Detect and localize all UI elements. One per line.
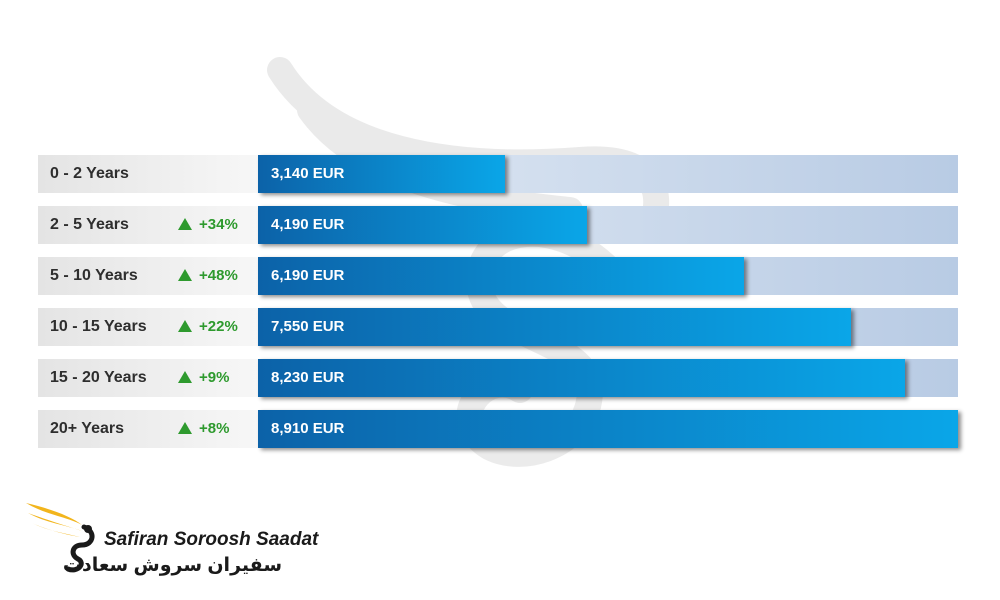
category-label: 0 - 2 Years xyxy=(50,165,129,182)
category-cell: 5 - 10 Years +48% xyxy=(38,257,258,295)
value-label: 8,910 EUR xyxy=(271,420,345,437)
change-indicator: +48% xyxy=(178,257,238,295)
change-percent: +22% xyxy=(199,318,238,335)
bar-row: 5 - 10 Years +48% 6,190 EUR xyxy=(38,257,958,295)
brand-name-fa: سفیران سروش سعادت xyxy=(62,555,282,576)
bar: 8,910 EUR xyxy=(258,410,958,448)
change-indicator: +22% xyxy=(178,308,238,346)
bar-track: 8,230 EUR xyxy=(258,359,958,397)
brand-logo: Safiran Soroosh Saadat سفیران سروش سعادت xyxy=(22,497,318,587)
bar: 3,140 EUR xyxy=(258,155,505,193)
category-cell: 10 - 15 Years +22% xyxy=(38,308,258,346)
change-percent: +34% xyxy=(199,216,238,233)
golden-swan-logo-icon xyxy=(26,503,95,573)
up-triangle-icon xyxy=(178,218,192,230)
bar-track: 4,190 EUR xyxy=(258,206,958,244)
up-triangle-icon xyxy=(178,269,192,281)
bar-track: 8,910 EUR xyxy=(258,410,958,448)
category-cell: 2 - 5 Years +34% xyxy=(38,206,258,244)
bar-track: 7,550 EUR xyxy=(258,308,958,346)
change-percent: +8% xyxy=(199,420,230,437)
category-label: 15 - 20 Years xyxy=(50,369,147,386)
category-label: 2 - 5 Years xyxy=(50,216,129,233)
value-label: 4,190 EUR xyxy=(271,216,345,233)
up-triangle-icon xyxy=(178,422,192,434)
up-triangle-icon xyxy=(178,320,192,332)
bar-row: 20+ Years +8% 8,910 EUR xyxy=(38,410,958,448)
value-label: 6,190 EUR xyxy=(271,267,345,284)
brand-name-en: Safiran Soroosh Saadat xyxy=(104,529,319,550)
bar-row: 10 - 15 Years +22% 7,550 EUR xyxy=(38,308,958,346)
change-indicator: +8% xyxy=(178,410,229,448)
change-percent: +48% xyxy=(199,267,238,284)
bar-track: 6,190 EUR xyxy=(258,257,958,295)
up-triangle-icon xyxy=(178,371,192,383)
category-cell: 15 - 20 Years +9% xyxy=(38,359,258,397)
category-label: 20+ Years xyxy=(50,420,125,437)
category-cell: 0 - 2 Years xyxy=(38,155,258,193)
bar: 4,190 EUR xyxy=(258,206,587,244)
category-label: 5 - 10 Years xyxy=(50,267,138,284)
category-cell: 20+ Years +8% xyxy=(38,410,258,448)
bar-row: 0 - 2 Years 3,140 EUR xyxy=(38,155,958,193)
bar: 8,230 EUR xyxy=(258,359,905,397)
change-indicator: +9% xyxy=(178,359,229,397)
category-label: 10 - 15 Years xyxy=(50,318,147,335)
value-label: 8,230 EUR xyxy=(271,369,345,386)
bar: 7,550 EUR xyxy=(258,308,851,346)
change-percent: +9% xyxy=(199,369,230,386)
bar-track: 3,140 EUR xyxy=(258,155,958,193)
bar-row: 2 - 5 Years +34% 4,190 EUR xyxy=(38,206,958,244)
bar-row: 15 - 20 Years +9% 8,230 EUR xyxy=(38,359,958,397)
change-indicator: +34% xyxy=(178,206,238,244)
value-label: 7,550 EUR xyxy=(271,318,345,335)
salary-bar-chart: 0 - 2 Years 3,140 EUR 2 - 5 Years +34% 4,190… xyxy=(38,155,958,461)
bar: 6,190 EUR xyxy=(258,257,744,295)
value-label: 3,140 EUR xyxy=(271,165,345,182)
